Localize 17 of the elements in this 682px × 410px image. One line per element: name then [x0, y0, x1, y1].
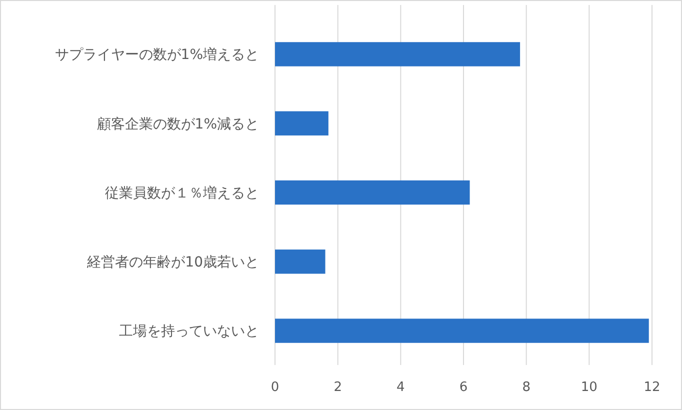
bar [275, 250, 326, 274]
bar [275, 42, 520, 66]
y-tick-label: サプライヤーの数が1%増えると [54, 46, 259, 64]
x-tick-label: 0 [270, 380, 280, 395]
x-tick-label: 6 [459, 380, 468, 395]
x-tick-label: 4 [396, 380, 405, 395]
x-tick-label: 8 [522, 380, 530, 395]
x-tick-label: 12 [644, 380, 660, 395]
x-tick-label: 10 [580, 380, 598, 395]
y-tick-label: 経営者の年齢が10歳若いと [86, 254, 259, 271]
y-tick-label: 工場を持っていないと [119, 324, 259, 340]
bar [275, 111, 328, 136]
y-tick-label: 従業員数が１％増えると [105, 184, 259, 202]
bar [275, 318, 649, 343]
y-tick-label: 顧客企業の数が1%減ると [96, 116, 259, 132]
bar [275, 180, 470, 205]
x-tick-label: 2 [334, 380, 342, 395]
